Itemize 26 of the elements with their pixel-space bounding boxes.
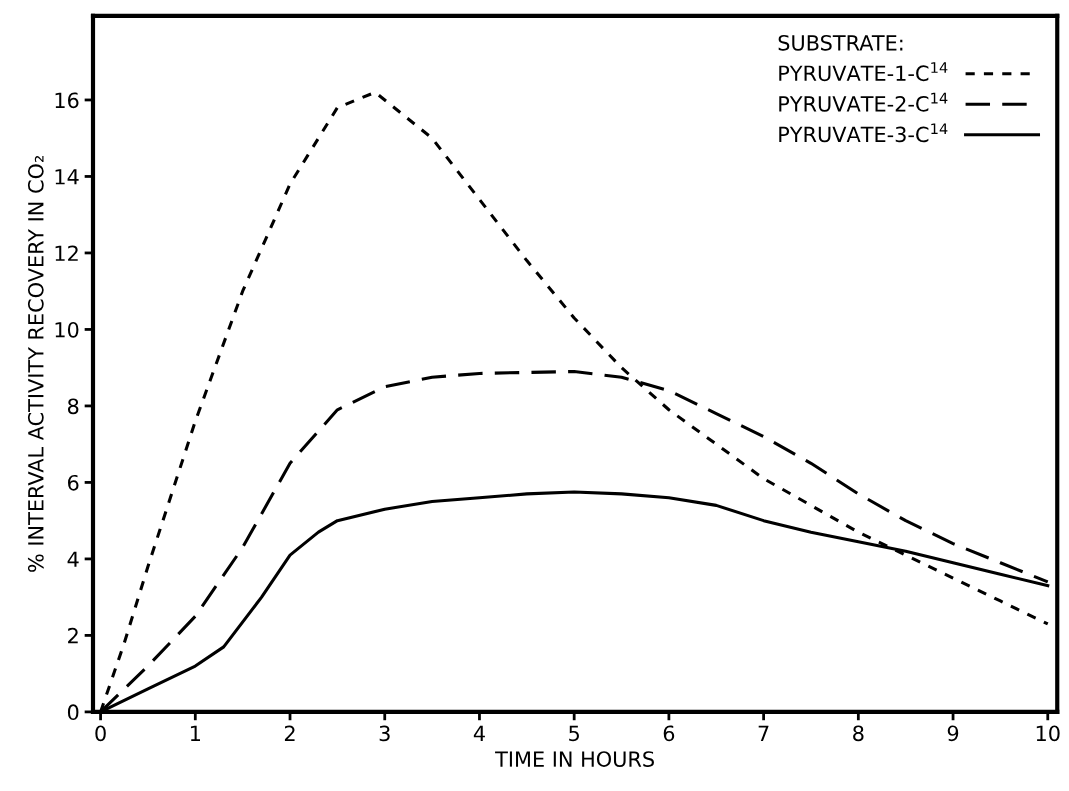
y-tick-label: 6 xyxy=(68,474,79,491)
y-tick-label: 12 xyxy=(55,245,78,261)
legend-label: PYRUVATE-2-C$^{14}$ xyxy=(779,92,948,112)
legend-label: PYRUVATE-3-C$^{14}$ xyxy=(779,123,948,143)
legend-label: PYRUVATE-1-C$^{14}$ xyxy=(779,62,948,82)
y-tick-label: 8 xyxy=(67,398,79,415)
y-tick-label: 0 xyxy=(67,704,79,721)
y-tick-label: 14 xyxy=(55,169,79,185)
y-tick-label: 10 xyxy=(55,321,79,338)
x-tick-label: 1 xyxy=(190,725,200,741)
legend-title: SUBSTRATE: xyxy=(778,34,903,51)
y-tick-label: 16 xyxy=(55,92,79,109)
x-tick-label: 0 xyxy=(95,725,106,742)
x-axis-title: TIME IN HOURS xyxy=(495,751,654,767)
x-tick-label: 2 xyxy=(284,725,295,741)
x-tick-label: 4 xyxy=(473,725,485,741)
x-tick-label: 9 xyxy=(947,725,959,742)
y-axis-title: % INTERVAL ACTIVITY RECOVERY IN CO₂ xyxy=(27,156,44,572)
y-tick-label: 2 xyxy=(68,627,78,644)
x-tick-label: 10 xyxy=(1036,725,1060,742)
x-tick-label: 3 xyxy=(379,725,390,742)
x-tick-label: 8 xyxy=(853,725,864,742)
x-tick-label: 6 xyxy=(663,725,675,742)
x-tick-label: 5 xyxy=(569,725,579,742)
y-tick-label: 4 xyxy=(67,551,79,567)
x-tick-label: 7 xyxy=(758,725,769,741)
